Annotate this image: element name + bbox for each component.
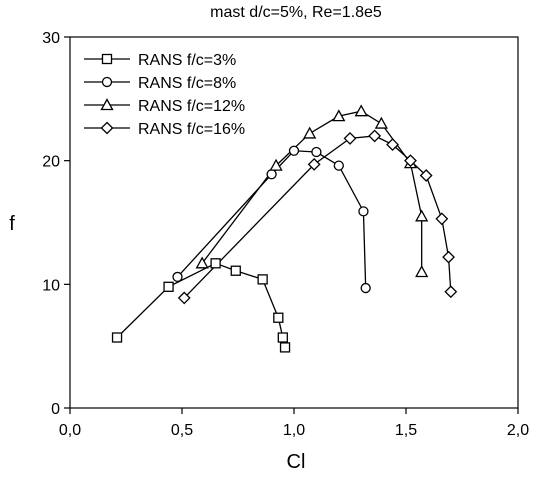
data-point-square: [277, 332, 288, 343]
data-point-diamond: [386, 138, 399, 152]
legend-label: RANS f/c=8%: [138, 75, 236, 92]
plot-frame: [69, 36, 519, 409]
chart-title: mast d/c=5%, Re=1.8e5: [210, 4, 382, 21]
data-point-triangle: [303, 126, 317, 139]
y-axis-label: f: [9, 213, 15, 235]
series-line-diamond: [183, 135, 452, 299]
legend-label: RANS f/c=3%: [138, 52, 236, 69]
x-tick-label: 1,0: [283, 422, 305, 439]
x-axis-label: Cl: [287, 451, 306, 472]
data-point-circle: [311, 146, 322, 158]
data-point-square: [210, 258, 221, 269]
x-tick-label: 1,5: [395, 422, 417, 439]
legend-label: RANS f/c=12%: [138, 98, 245, 115]
data-point-diamond: [368, 129, 382, 143]
data-point-diamond: [343, 131, 357, 145]
data-point-triangle: [332, 109, 346, 122]
data-point-circle: [172, 271, 183, 283]
data-point-triangle: [269, 158, 283, 171]
y-tick-label: 30: [42, 30, 60, 47]
data-point-circle: [288, 145, 300, 156]
data-point-square: [279, 342, 291, 353]
data-point-circle: [358, 206, 369, 217]
data-point-circle: [333, 160, 344, 171]
data-point-diamond: [435, 212, 449, 226]
data-point-square: [273, 312, 284, 323]
data-point-circle: [360, 282, 371, 294]
legend-marker-triangle: [100, 98, 114, 111]
data-point-diamond: [404, 154, 417, 168]
legend-marker-circle: [101, 76, 113, 88]
plot-area: 0 10 20 30 0,0 0,5 1,0 1,5 2,0 RANS f/c=3% RANS f/…: [42, 30, 529, 439]
data-point-diamond: [442, 250, 455, 264]
data-point-diamond: [444, 285, 458, 299]
data-point-square: [163, 281, 174, 292]
data-point-square: [111, 332, 123, 343]
data-point-square: [257, 274, 268, 285]
data-point-circle: [266, 169, 277, 180]
data-point-diamond: [419, 169, 433, 182]
y-tick-label: 10: [42, 277, 60, 294]
data-point-diamond: [177, 291, 191, 305]
y-tick-label: 0: [51, 401, 60, 418]
x-tick-label: 0,5: [171, 422, 193, 439]
legend-marker-square: [101, 53, 113, 65]
data-point-square: [230, 265, 241, 276]
data-point-diamond: [307, 157, 321, 171]
legend-label: RANS f/c=16%: [138, 121, 245, 138]
data-point-triangle: [415, 209, 429, 222]
data-point-triangle: [354, 104, 368, 117]
legend-marker-diamond: [100, 121, 114, 135]
data-point-triangle: [195, 256, 209, 269]
y-tick-label: 20: [42, 154, 60, 171]
x-tick-label: 0,0: [59, 422, 81, 439]
data-point-triangle: [415, 265, 429, 278]
x-tick-label: 2,0: [507, 422, 529, 439]
data-point-triangle: [374, 116, 388, 129]
